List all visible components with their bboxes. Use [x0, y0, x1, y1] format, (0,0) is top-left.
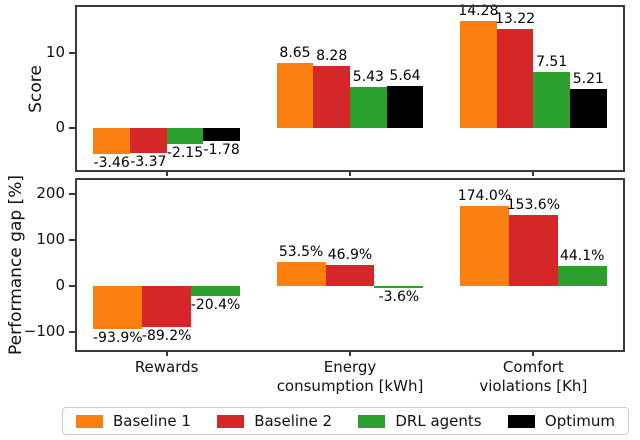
y-tick-mark — [69, 285, 75, 288]
legend-entry-baseline-1: Baseline 1 — [76, 412, 191, 430]
bar-value-label-drl-agents-rewards: -2.15 — [166, 144, 204, 161]
bar-baseline-1-comfort-violations — [460, 206, 509, 287]
bar-value-label-baseline-1-rewards: -93.9% — [93, 330, 143, 347]
legend-entry-drl-agents: DRL agents — [358, 412, 482, 430]
bar-value-label-drl-agents-energy-consumption: -3.6% — [378, 288, 420, 305]
bar-drl-agents-comfort-violations — [557, 265, 607, 287]
y-tick-label-200: 200 — [36, 184, 65, 203]
bar-baseline-1-energy-consumption — [276, 63, 314, 128]
swatch-baseline1-icon — [76, 414, 103, 428]
y-tick-label-0: 0 — [55, 276, 65, 295]
x-tick-label-line: consumption [kWh] — [276, 377, 424, 395]
bar-value-label-baseline-2-energy-consumption: 8.28 — [316, 47, 348, 64]
x-tick-mark — [532, 351, 535, 356]
bar-value-label-baseline-1-rewards: -3.46 — [93, 154, 130, 171]
y-tick-mark — [69, 51, 75, 54]
bar-baseline-2-comfort-violations — [508, 215, 558, 287]
bar-value-label-optimum-comfort-violations: 5.21 — [572, 70, 604, 87]
bar-drl-agents-comfort-violations — [533, 71, 570, 128]
legend-label: DRL agents — [395, 412, 482, 430]
bar-value-label-optimum-energy-consumption: 5.64 — [389, 67, 421, 84]
x-tick-mark — [349, 351, 351, 356]
bar-baseline-1-comfort-violations — [460, 20, 497, 128]
bar-value-label-baseline-2-rewards: -3.37 — [130, 154, 167, 171]
bar-drl-agents-energy-consumption — [350, 87, 387, 128]
swatch-optimum-icon — [507, 414, 535, 428]
x-tick-label-comfort-violations: Comfort violations [Kh] — [479, 358, 587, 396]
bar-value-label-drl-agents-energy-consumption: 5.43 — [352, 69, 384, 86]
y-tick-label-10: 10 — [45, 42, 65, 61]
x-tick-mark — [165, 351, 168, 356]
x-tick-label-line: Rewards — [134, 358, 199, 376]
bar-baseline-1-rewards — [93, 286, 143, 330]
legend-label: Baseline 1 — [113, 412, 191, 430]
x-tick-label-energy-consumption: Energy consumption [kWh] — [277, 358, 424, 396]
bar-value-label-drl-agents-rewards: -20.4% — [190, 296, 241, 313]
y-tick-mark — [69, 331, 75, 334]
y-tick-mark — [69, 193, 75, 196]
x-tick-label-line: violations [Kh] — [479, 377, 588, 395]
x-tick-label-line: Energy — [323, 358, 377, 376]
bar-value-label-baseline-1-comfort-violations: 174.0% — [457, 188, 512, 205]
x-tick-mark — [532, 171, 535, 176]
bar-baseline-2-comfort-violations — [496, 28, 534, 128]
y-axis-label-performance-gap: Performance gap [%] — [6, 175, 26, 355]
bar-value-label-drl-agents-comfort-violations: 7.51 — [536, 53, 568, 70]
legend: Baseline 1 Baseline 2 DRL agents Optimum — [62, 407, 629, 435]
bar-optimum-comfort-violations — [570, 88, 607, 128]
bar-drl-agents-energy-consumption — [374, 286, 424, 288]
bar-value-label-optimum-rewards: -1.78 — [203, 142, 240, 159]
bar-drl-agents-rewards — [166, 127, 204, 144]
bar-baseline-1-rewards — [93, 127, 130, 154]
legend-label: Baseline 2 — [254, 412, 333, 430]
y-axis-label-score: Score — [26, 64, 46, 113]
y-tick-label-100: 100 — [36, 230, 65, 249]
bar-optimum-energy-consumption — [386, 85, 424, 128]
swatch-drl-agents-icon — [358, 414, 386, 428]
y-tick-label-100: −100 — [23, 322, 65, 341]
bar-optimum-rewards — [203, 127, 240, 142]
y-tick-label-0: 0 — [55, 117, 65, 136]
x-tick-label-line: Comfort — [502, 358, 564, 376]
y-tick-mark — [69, 239, 75, 242]
legend-entry-baseline-2: Baseline 2 — [217, 412, 332, 430]
bar-drl-agents-rewards — [191, 286, 240, 296]
y-tick-mark — [69, 126, 75, 129]
bar-value-label-baseline-2-rewards: -89.2% — [141, 328, 192, 345]
swatch-baseline2-icon — [217, 414, 245, 428]
x-tick-mark — [349, 171, 351, 176]
bar-value-label-baseline-2-comfort-violations: 13.22 — [494, 10, 536, 27]
x-tick-mark — [165, 171, 168, 176]
plot-area-performance-gap — [75, 178, 625, 352]
bar-value-label-baseline-1-energy-consumption: 53.5% — [278, 243, 324, 260]
bar-value-label-baseline-1-energy-consumption: 8.65 — [279, 45, 311, 62]
bar-baseline-2-energy-consumption — [313, 65, 350, 128]
bar-baseline-2-rewards — [142, 286, 192, 328]
x-tick-label-rewards: Rewards — [135, 358, 199, 377]
bar-value-label-drl-agents-comfort-violations: 44.1% — [559, 247, 605, 264]
plot-area-score — [75, 5, 625, 172]
bar-baseline-1-energy-consumption — [276, 261, 326, 287]
legend-entry-optimum: Optimum — [507, 412, 615, 430]
bar-value-label-baseline-2-energy-consumption: 46.9% — [327, 246, 373, 263]
bar-value-label-baseline-2-comfort-violations: 153.6% — [506, 197, 561, 214]
bar-baseline-2-energy-consumption — [325, 264, 375, 287]
legend-label: Optimum — [544, 412, 615, 430]
bar-baseline-2-rewards — [130, 127, 167, 154]
